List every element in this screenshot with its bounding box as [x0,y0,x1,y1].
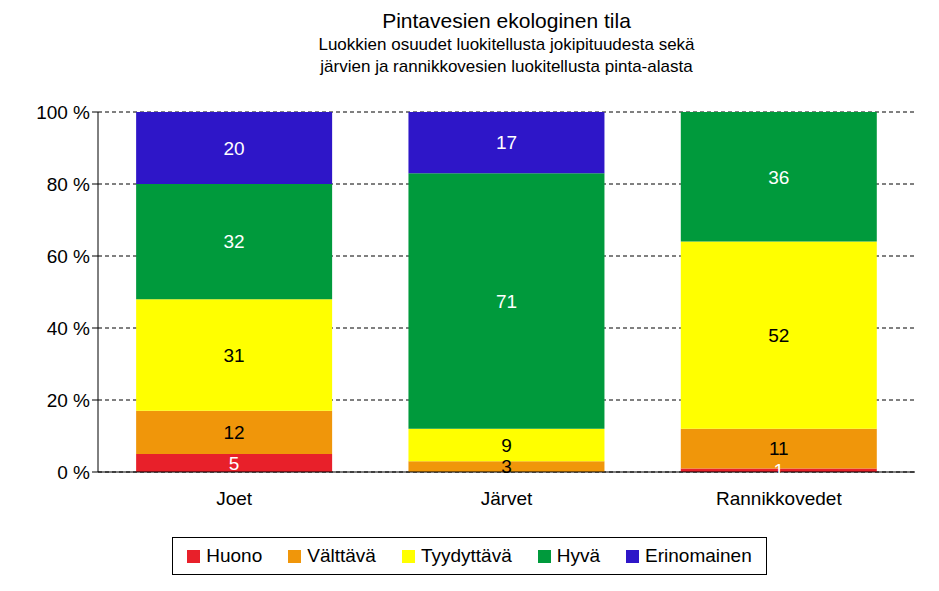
html-text:Hyvä: Hyvä [556,545,600,566]
svg-text:20: 20 [224,138,245,159]
svg-text:9: 9 [501,435,512,456]
svg-text:60 %: 60 % [47,246,90,267]
svg-text:Joet: Joet [216,488,253,509]
svg-text:17: 17 [496,132,517,153]
svg-text:5: 5 [229,453,240,474]
svg-text:32: 32 [224,231,245,252]
svg-text:11: 11 [769,438,789,459]
svg-text:1: 1 [774,460,785,481]
html-text:Erinomainen: Erinomainen [645,545,752,566]
svg-text:100 %: 100 % [36,102,90,123]
svg-text:31: 31 [224,345,245,366]
svg-text:0 %: 0 % [57,462,90,483]
svg-text:20 %: 20 % [47,390,90,411]
html-text:järvien ja rannikkovesien luok: järvien ja rannikkovesien luokitellusta … [320,57,693,76]
svg-text:12: 12 [224,422,245,443]
html-text:Pintavesien ekologinen tila: Pintavesien ekologinen tila [382,9,631,32]
svg-text:80 %: 80 % [47,174,90,195]
html-text:Välttävä: Välttävä [307,545,376,566]
svg-text:71: 71 [496,291,517,312]
svg-text:3: 3 [501,456,512,477]
svg-text:36: 36 [768,167,789,188]
svg-text:52: 52 [768,325,789,346]
svg-text:40 %: 40 % [47,318,90,339]
html-text:Tyydyttävä: Tyydyttävä [420,545,512,566]
svg-text:Rannikkovedet: Rannikkovedet [716,488,842,509]
svg-text:Järvet: Järvet [481,488,533,509]
html-text:Huono: Huono [206,545,263,566]
html-text:Luokkien osuudet luokitellusta: Luokkien osuudet luokitellusta jokipituu… [318,35,695,54]
